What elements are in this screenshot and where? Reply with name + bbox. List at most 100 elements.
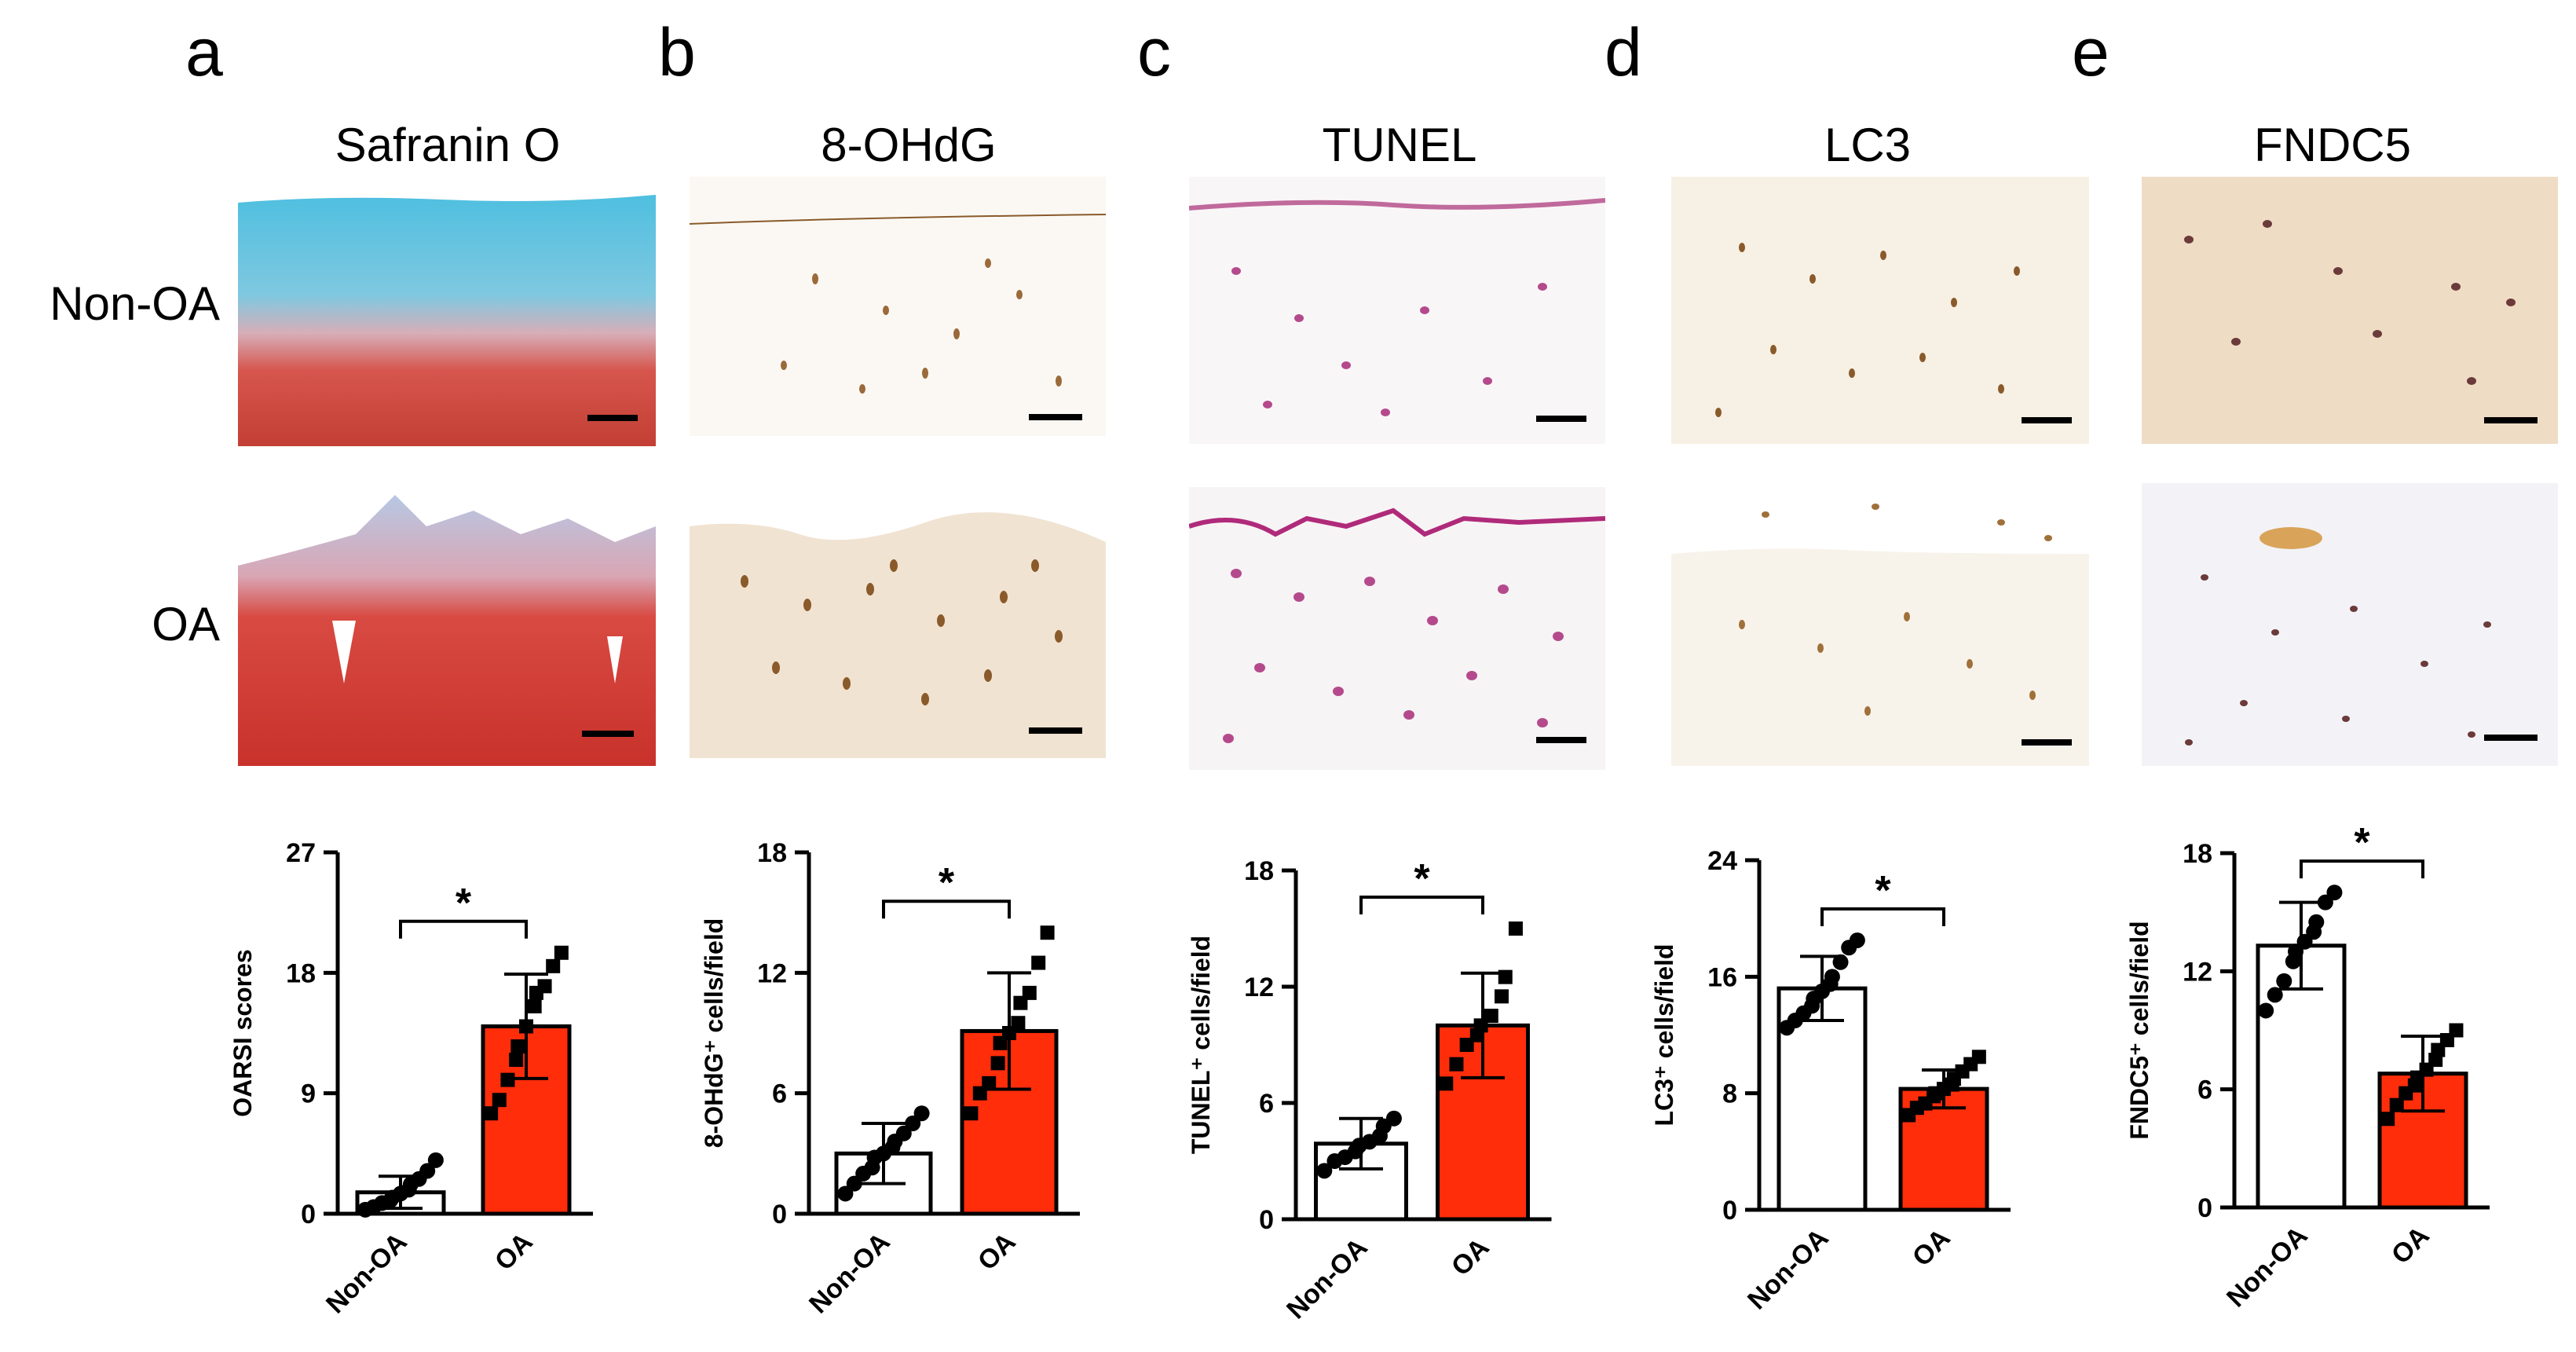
scale-bar [2022,739,2072,746]
scale-bar [587,415,638,421]
x-tick-label: OA [489,1227,539,1277]
data-point [1498,969,1513,984]
data-point [895,1125,912,1141]
significance-star: * [456,881,472,926]
data-point [500,1072,515,1087]
stain-title-lc3: LC3 [1824,119,1912,171]
y-tick-label: 0 [301,1200,316,1229]
micrograph-tunel-non-oa [1189,177,1605,444]
micrograph-safranin-non-oa [238,187,656,446]
stain-title-safranin: Safranin O [335,119,561,171]
data-point [492,1093,507,1108]
data-point [1832,954,1849,970]
scale-bar [582,731,634,737]
significance-bracket [2300,859,2424,879]
y-axis-title: OARSI scores [229,949,257,1116]
data-point [2258,1002,2274,1019]
data-point [1011,1016,1026,1031]
significance-bracket [1359,896,1484,914]
significance-star: * [1875,868,1891,914]
significance-bracket [1820,907,1945,926]
y-tick-label: 6 [772,1079,787,1109]
data-point [2449,1023,2464,1038]
micrograph-8ohdg-oa [690,479,1106,758]
y-axis-title: LC3⁺ cells/field [1650,943,1678,1126]
micrograph-fndc5-oa [2142,483,2558,766]
chart-b-svg: 0 6 12 18 8-OHdG⁺ cells/field Non-OA OA * [700,838,1080,1320]
stain-title-8ohdg: 8-OHdG [821,119,997,171]
y-tick-label: 18 [286,958,316,988]
x-tick-label: Non-OA [803,1227,896,1320]
scale-bar [2484,417,2538,423]
y-tick-label: 0 [1722,1196,1737,1226]
y-tick-label: 16 [1707,962,1737,992]
significance-star: * [2354,820,2370,866]
data-point [964,1106,979,1121]
chart-a-svg: 0 9 18 27 OARSI scores Non-OA OA * [229,838,593,1319]
x-tick-label: OA [2386,1221,2435,1270]
scale-bar [1536,416,1586,422]
data-point [905,1116,921,1131]
micrograph-safranin-oa [238,479,656,766]
micrograph-8ohdg-non-oa [690,177,1106,436]
data-point [1316,1163,1333,1179]
data-point [1494,989,1509,1004]
x-tick-label: OA [1446,1233,1495,1282]
y-tick-label: 8 [1722,1079,1737,1109]
scale-bar [2484,735,2538,741]
y-axis-title: FNDC5⁺ cells/field [2125,921,2153,1139]
data-point [1971,1050,1986,1064]
data-point [1449,1057,1464,1072]
y-tick-label: 18 [2183,839,2212,869]
data-point [2389,1097,2404,1112]
row-label-oa: OA [152,598,220,650]
y-tick-label: 0 [2197,1193,2212,1223]
y-tick-label: 18 [757,838,787,868]
scale-bar [1029,414,1082,420]
data-point [554,945,569,960]
micrograph-lc3-non-oa [1671,177,2089,444]
data-point [484,1106,499,1121]
data-point [419,1163,436,1179]
stain-title-tunel: TUNEL [1322,119,1477,171]
data-point [2380,1112,2395,1127]
chart-e-svg: 0 6 12 18 FNDC5⁺ cells/field Non-OA OA * [2125,820,2490,1314]
data-point [1508,921,1523,936]
data-point [546,958,561,973]
micrograph-fndc5-non-oa [2142,177,2558,444]
data-point [537,979,552,994]
y-tick-label: 27 [286,838,316,868]
data-point [982,1075,997,1090]
data-point [1824,969,1840,985]
y-tick-label: 0 [772,1200,787,1229]
chart-c-svg: 0 6 12 18 TUNEL⁺ cells/field Non-OA OA * [1187,856,1552,1325]
scale-bar [1536,737,1586,743]
x-tick-label: OA [972,1227,1022,1277]
x-tick-label: Non-OA [1281,1233,1374,1325]
y-tick-label: 18 [1244,856,1274,886]
x-tick-label: Non-OA [2221,1221,2314,1314]
x-tick-label: OA [1907,1223,1956,1273]
panel-letter-b: b [658,15,696,90]
data-point [1385,1110,1402,1127]
data-point [837,1185,854,1202]
scale-bar [1029,727,1082,734]
chart-a: 0 9 18 27 OARSI scores Non-OA OA * [173,817,644,1351]
y-axis-title: TUNEL⁺ cells/field [1187,936,1215,1154]
panel-letter-a: a [185,15,223,90]
micrograph-lc3-oa [1671,483,2089,766]
data-point [1484,1009,1498,1023]
y-tick-label: 6 [2197,1075,2212,1105]
y-tick-label: 12 [757,958,787,988]
micrograph-tunel-oa [1189,487,1605,770]
significance-bracket [399,919,528,939]
data-point [2276,973,2292,989]
y-tick-label: 6 [1259,1089,1274,1119]
chart-d: 0 8 16 24 LC3⁺ cells/field Non-OA OA * [1594,817,2066,1351]
data-point [427,1152,444,1168]
y-tick-label: 0 [1259,1205,1274,1235]
significance-star: * [1414,856,1430,902]
y-axis-title: 8-OHdG⁺ cells/field [700,918,728,1149]
y-tick-label: 12 [2183,957,2212,987]
